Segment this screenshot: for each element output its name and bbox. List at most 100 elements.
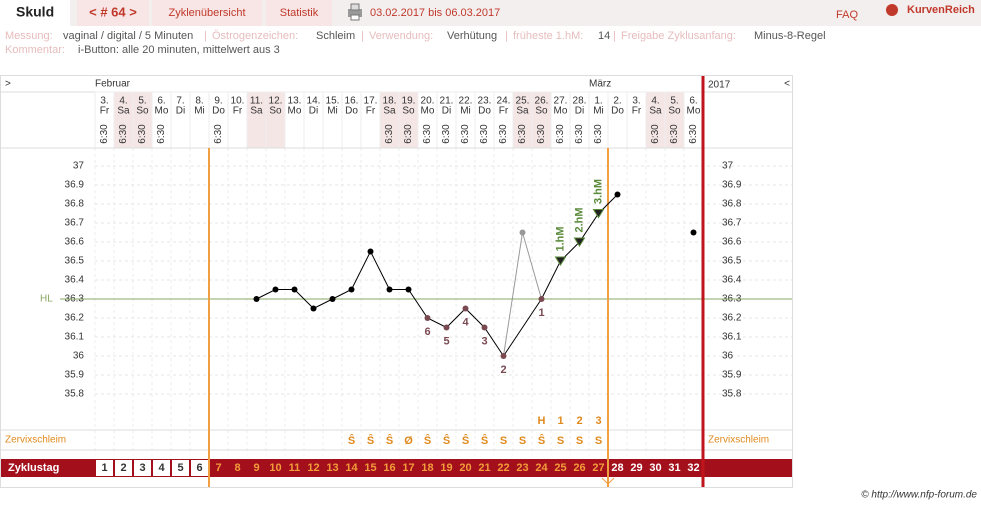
cycle-day: 8	[234, 462, 240, 474]
date-label: 6.	[689, 96, 697, 107]
weekday-label: So	[668, 106, 681, 117]
y-tick-label-right: 36.8	[722, 199, 742, 210]
y-tick-label: 36.8	[65, 199, 85, 210]
time-label: 6:30	[403, 124, 414, 144]
brand[interactable]: KurvenReich	[907, 4, 975, 16]
time-label: 6:30	[536, 124, 547, 144]
cycle-day: 2	[120, 462, 126, 474]
year: 2017	[708, 80, 731, 91]
info-value: Schleim	[316, 30, 355, 42]
y-tick-label-right: 36.6	[722, 237, 742, 248]
date-label: 5.	[670, 96, 678, 107]
coverline-label: HL	[40, 294, 53, 305]
temp-point	[690, 229, 697, 236]
y-tick-label: 36.1	[65, 332, 85, 343]
date-label: 22.	[459, 96, 473, 107]
mucus-symbol: Ø	[404, 435, 413, 447]
footer: © http://www.nfp-forum.de	[861, 490, 977, 501]
nav-bg	[77, 0, 149, 26]
info-value: i-Button: alle 20 minuten, mittelwert au…	[78, 44, 280, 56]
point-label: 1	[538, 307, 544, 319]
mucus-symbol: S	[595, 435, 602, 447]
time-label: 6:30	[574, 124, 585, 144]
time-label: 6:30	[688, 124, 699, 144]
date-label: 8.	[195, 96, 203, 107]
date-label: 23.	[478, 96, 492, 107]
cycle-day: 6	[196, 462, 202, 474]
cycle-day: 18	[421, 462, 433, 474]
nav-right: <	[784, 79, 790, 90]
y-tick-label-right: 37	[722, 161, 734, 172]
weekday-label: Fr	[100, 106, 110, 117]
weekday-label: Fr	[499, 106, 509, 117]
mucus-label-right: Zervixschleim	[708, 435, 769, 446]
time-label: 6:30	[384, 124, 395, 144]
mucus-symbol: Ŝ	[386, 434, 393, 447]
cycle-day: 16	[383, 462, 395, 474]
date-label: 13.	[288, 96, 302, 107]
stats-link[interactable]: Statistik	[280, 7, 319, 19]
weekday-label: Mo	[554, 106, 568, 117]
temp-point	[253, 296, 260, 302]
weekday-label: Do	[212, 106, 225, 117]
y-tick-label: 36.5	[65, 256, 85, 267]
info-value: Minus-8-Regel	[754, 30, 826, 42]
cycle-cell	[134, 460, 151, 476]
temp-point	[310, 305, 317, 312]
mucus-symbol: S	[519, 435, 526, 447]
weekday-label: Fr	[366, 106, 376, 117]
mucus-symbol: Ŝ	[462, 434, 469, 447]
mucus-label: Zervixschleim	[5, 435, 66, 446]
y-tick-label: 36.7	[65, 218, 85, 229]
date-label: 4.	[119, 96, 127, 107]
overview-link[interactable]: Zyklenübersicht	[168, 7, 245, 19]
cycle-day: 31	[668, 462, 680, 474]
tab[interactable]: Skuld	[16, 4, 54, 20]
cycle-day: 5	[177, 462, 183, 474]
weekday-label: Do	[345, 106, 358, 117]
cycle-day: 3	[139, 462, 145, 474]
time-label: 6:30	[669, 124, 680, 144]
y-tick-label-right: 36.4	[722, 275, 742, 286]
sep: |	[505, 30, 508, 42]
weekday-label: Do	[611, 106, 624, 117]
weekday-label: Mi	[593, 106, 604, 117]
date-label: 4.	[651, 96, 659, 107]
info-label: Östrogenzeichen:	[212, 30, 298, 42]
point-label: 2	[500, 364, 506, 376]
weekday-label: Mo	[288, 106, 302, 117]
cycle-cell	[153, 460, 170, 476]
faq-link[interactable]: FAQ	[836, 9, 858, 21]
date-label: 11.	[250, 96, 263, 107]
weekday-label: So	[136, 106, 149, 117]
mucus-symbol: Ŝ	[443, 434, 450, 447]
y-tick-label: 35.8	[65, 389, 85, 400]
time-label: 6:30	[99, 124, 110, 144]
info-label: Verwendung:	[369, 30, 433, 42]
date-label: 15.	[326, 96, 340, 107]
hm-point	[592, 209, 605, 219]
cycle-day: 27	[592, 462, 604, 474]
info-label: Kommentar:	[5, 44, 65, 56]
info-label: früheste 1.hM:	[513, 30, 583, 42]
time-label: 6:30	[650, 124, 661, 144]
info-value: 14	[598, 30, 610, 42]
print-icon[interactable]	[348, 3, 362, 21]
temp-point	[424, 315, 431, 321]
hm-point	[573, 237, 586, 247]
weekday-label: So	[269, 106, 282, 117]
month-label: Februar	[95, 79, 131, 90]
hm-point	[554, 256, 567, 266]
date-label: 26.	[535, 96, 549, 107]
info-label: Messung:	[5, 30, 53, 42]
weekday-label: Mi	[194, 106, 205, 117]
cycle-nav[interactable]: < # 64 >	[89, 4, 137, 19]
weekday-label: Do	[478, 106, 491, 117]
temp-point	[367, 248, 374, 255]
cycle-day: 12	[307, 462, 319, 474]
brand-icon	[886, 4, 898, 16]
point-label: 6	[424, 326, 430, 338]
date-label: 17.	[364, 96, 378, 107]
mucus-symbol: S	[500, 435, 507, 447]
y-tick-label-right: 36.7	[722, 218, 742, 229]
